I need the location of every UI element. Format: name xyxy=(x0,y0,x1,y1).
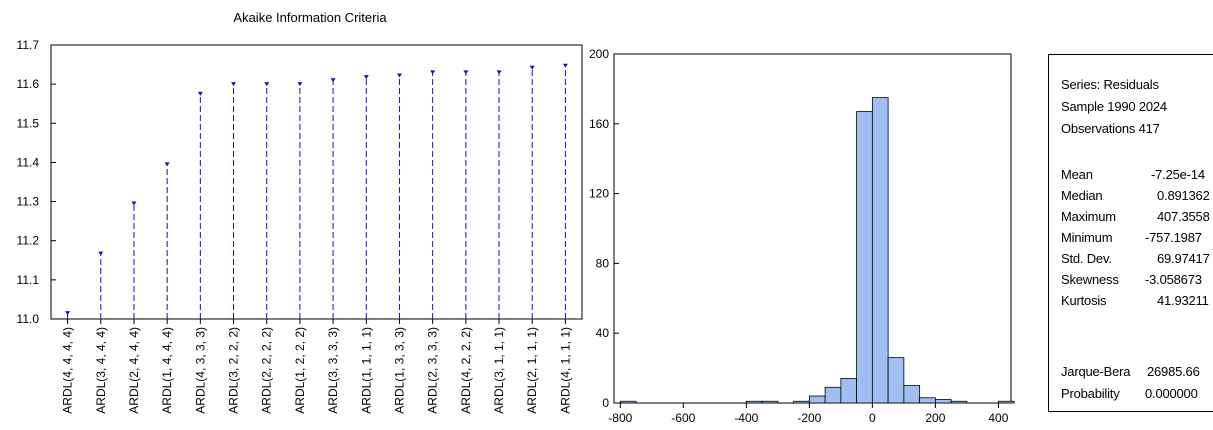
x-tick-label: -400 xyxy=(734,411,758,425)
stats-value-kurtosis: 41.93211 xyxy=(1157,293,1209,308)
aic-point xyxy=(562,63,568,68)
x-tick-label: ARDL(2, 2, 2, 2) xyxy=(260,327,274,414)
stats-label-kurtosis: Kurtosis xyxy=(1061,293,1107,308)
stats-label-maximum: Maximum xyxy=(1061,209,1116,224)
histogram-bar xyxy=(840,378,858,404)
aic-point xyxy=(529,65,535,70)
y-tick-label: 11.2 xyxy=(17,234,40,248)
aic-point xyxy=(131,201,137,206)
x-tick-label: -200 xyxy=(797,411,821,425)
stats-label-skewness: Skewness xyxy=(1061,272,1119,287)
plot-frame xyxy=(613,53,1012,404)
aic-point xyxy=(330,78,336,83)
residual-histogram: 0 40 80 120 160 200 -800 -600 -400 -200 0 200 400 xyxy=(589,47,1015,425)
x-tick-label: ARDL(2, 4, 4, 4) xyxy=(127,327,141,414)
x-tick-label: ARDL(2, 1, 1, 1) xyxy=(525,327,539,414)
histogram-bar xyxy=(934,399,952,404)
y-tick-label: 120 xyxy=(589,187,609,201)
histogram-bar xyxy=(808,395,826,404)
aic-point xyxy=(396,73,402,78)
stats-label-minimum: Minimum xyxy=(1061,230,1113,245)
y-tick-label: 11.6 xyxy=(17,77,40,91)
y-tick-label: 11.4 xyxy=(17,155,40,169)
histogram-bar xyxy=(856,111,873,404)
x-tick-label: ARDL(2, 3, 3, 3) xyxy=(426,327,440,414)
aic-point xyxy=(264,82,270,87)
aic-point xyxy=(430,70,436,75)
aic-point xyxy=(463,70,469,75)
stats-series: Series: Residuals xyxy=(1061,77,1159,92)
residual-stats-panel: Series: Residuals Sample 1990 2024 Obser… xyxy=(1048,54,1213,412)
stats-value-median: 0.891362 xyxy=(1157,188,1210,203)
stats-sample: Sample 1990 2024 xyxy=(1061,99,1167,114)
x-tick-label: ARDL(3, 4, 4, 4) xyxy=(94,327,108,414)
y-tick-label: 11.3 xyxy=(17,195,40,209)
x-tick-label: ARDL(4, 2, 2, 2) xyxy=(459,327,473,414)
aic-point xyxy=(363,75,369,80)
y-tick-label: 11.7 xyxy=(17,38,40,52)
x-tick-label: ARDL(1, 3, 3, 3) xyxy=(392,327,406,414)
x-tick-label: ARDL(4, 4, 4, 4) xyxy=(61,327,75,414)
x-tick-label: ARDL(1, 1, 1, 1) xyxy=(359,327,373,414)
y-tick-label: 80 xyxy=(596,256,610,270)
stats-value-skewness: -3.058673 xyxy=(1145,272,1202,287)
histogram-bar xyxy=(824,386,842,404)
histogram-bar xyxy=(871,97,889,404)
histogram-bar xyxy=(919,397,936,404)
x-tick-label: ARDL(3, 2, 2, 2) xyxy=(227,327,241,414)
y-tick-label: 200 xyxy=(589,47,609,61)
y-tick-label: 0 xyxy=(602,396,609,410)
aic-point xyxy=(297,82,303,87)
aic-point xyxy=(231,82,237,87)
stats-label-probability: Probability xyxy=(1061,386,1120,401)
histogram-bar xyxy=(745,400,763,404)
stats-value-jarque-bera: 26985.66 xyxy=(1147,364,1200,379)
histogram-bar xyxy=(887,357,905,404)
histogram-bar xyxy=(997,400,1015,404)
stats-label-jarque-bera: Jarque-Bera xyxy=(1061,364,1131,379)
y-tick-label: 160 xyxy=(589,117,609,131)
x-tick-label: -800 xyxy=(608,411,632,425)
stats-label-stddev: Std. Dev. xyxy=(1061,251,1112,266)
stats-value-stddev: 69.97417 xyxy=(1157,251,1210,266)
chart-title: Akaike Information Criteria xyxy=(233,10,387,25)
aic-point xyxy=(197,91,203,96)
y-tick-label: 40 xyxy=(596,326,610,340)
histogram-bar xyxy=(793,400,810,404)
x-tick-label: ARDL(1, 2, 2, 2) xyxy=(293,327,307,414)
x-tick-label: ARDL(3, 1, 1, 1) xyxy=(492,327,506,414)
stats-label-mean: Mean xyxy=(1061,167,1093,182)
stats-observations: Observations 417 xyxy=(1061,121,1160,136)
x-tick-label: -600 xyxy=(671,411,695,425)
plot-frame xyxy=(50,44,583,320)
histogram-bar xyxy=(950,400,968,404)
histogram-bar xyxy=(761,400,779,404)
x-tick-label: ARDL(4, 3, 3, 3) xyxy=(193,327,207,414)
histogram-bar xyxy=(619,400,637,404)
x-tick-label: 0 xyxy=(869,411,876,425)
aic-point xyxy=(496,70,502,75)
aic-point xyxy=(164,162,170,167)
stats-value-minimum: -757.1987 xyxy=(1145,230,1202,245)
histogram-bar xyxy=(903,385,921,404)
x-tick-label: ARDL(1, 4, 4, 4) xyxy=(160,327,174,414)
stats-label-median: Median xyxy=(1061,188,1103,203)
aic-point xyxy=(65,311,71,316)
x-tick-label: ARDL(4, 1, 1, 1) xyxy=(558,327,572,414)
x-tick-label: 400 xyxy=(988,411,1008,425)
aic-point xyxy=(98,251,104,256)
y-tick-label: 11.1 xyxy=(17,273,40,287)
stats-value-mean: -7.25e-14 xyxy=(1151,167,1205,182)
x-tick-label: 200 xyxy=(925,411,945,425)
stats-value-probability: 0.000000 xyxy=(1145,386,1198,401)
y-tick-label: 11.5 xyxy=(17,116,40,130)
stats-value-maximum: 407.3558 xyxy=(1157,209,1210,224)
aic-chart: Akaike Information Criteria 11.0 11.1 11.2… xyxy=(17,10,583,414)
x-tick-label: ARDL(3, 3, 3, 3) xyxy=(326,327,340,414)
y-tick-label: 11.0 xyxy=(17,312,40,326)
